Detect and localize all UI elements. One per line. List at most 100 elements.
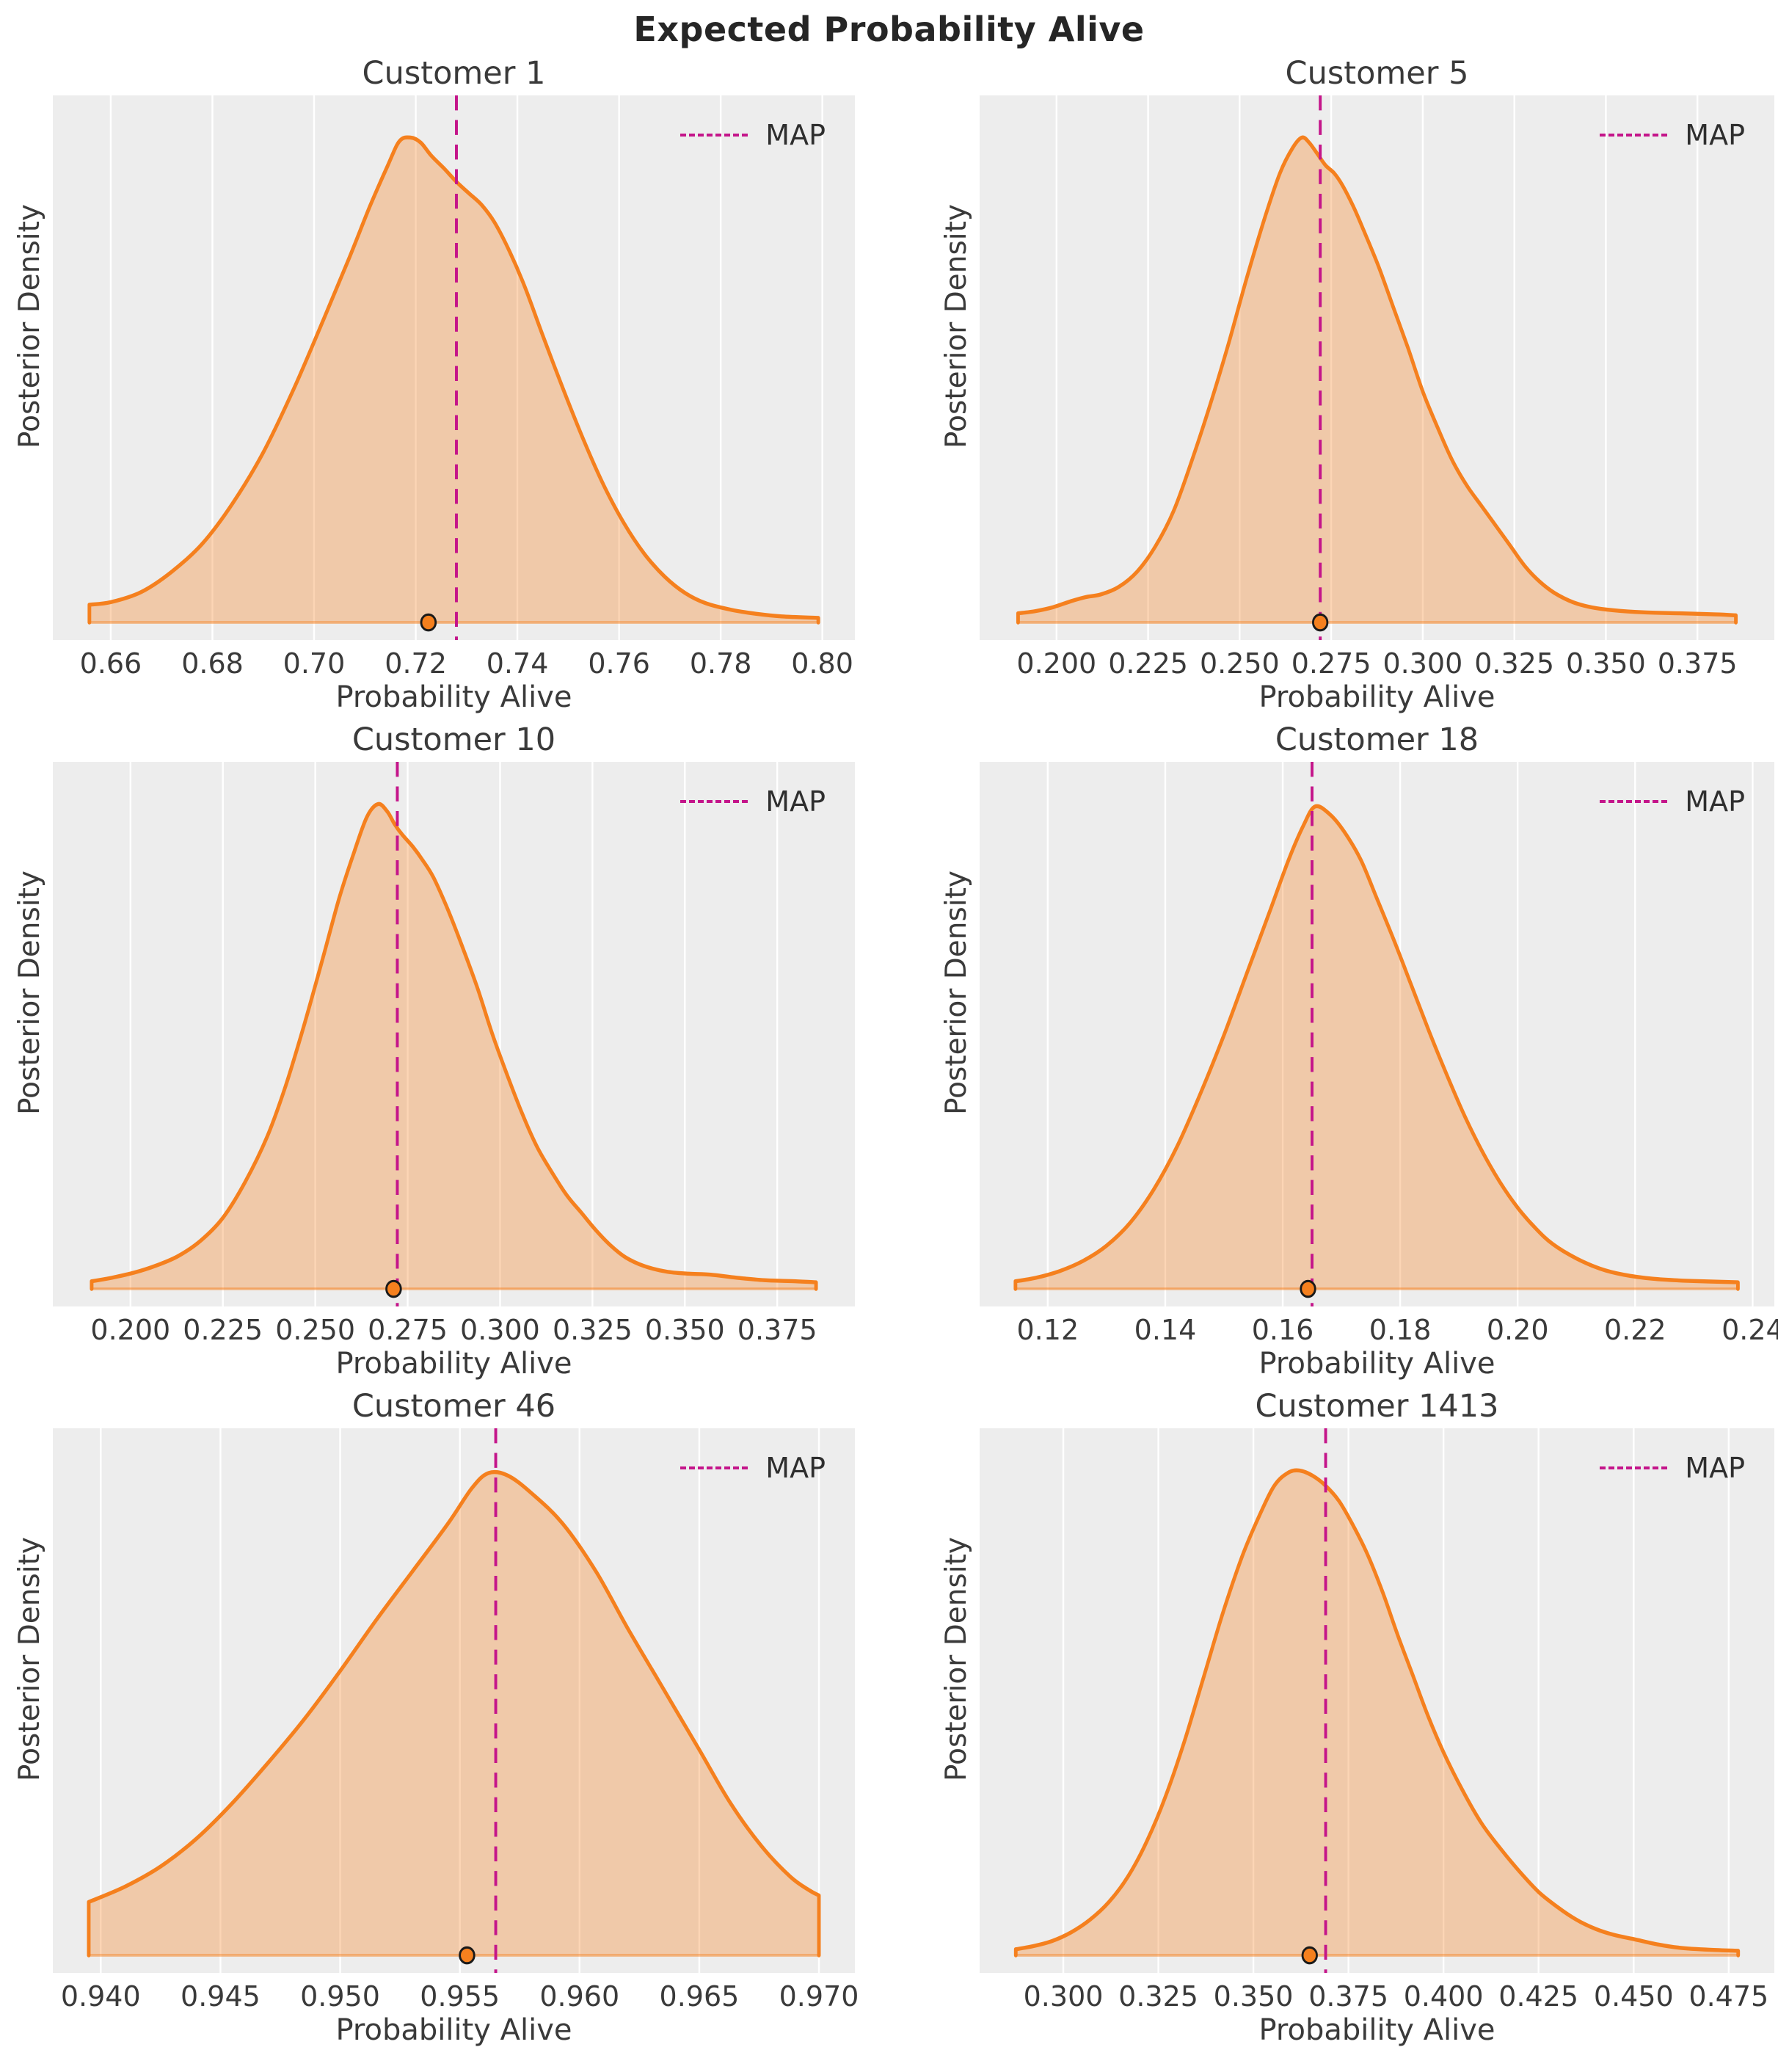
x-axis-ticks: 0.200 0.225 0.250 0.275 0.300 0.325 0.350 0.375 [53, 1306, 855, 1346]
x-tick-label: 0.68 [181, 647, 244, 680]
x-tick-label: 0.12 [1016, 1314, 1079, 1346]
kde-curve-svg [87, 95, 823, 640]
x-tick-label: 0.18 [1369, 1314, 1432, 1346]
map-legend-line-icon [1600, 1466, 1668, 1469]
observed-point [1312, 613, 1329, 632]
figure-title: Expected Probability Alive [633, 10, 1145, 49]
subplot-customer-46: Posterior Density Customer 46 MAP 0.940 0… [0, 1387, 889, 2052]
subplot-customer-1413: Posterior Density Customer 1413 MAP 0.30… [889, 1387, 1777, 2052]
x-tick-label: 0.300 [1382, 647, 1463, 680]
legend: MAP [1592, 114, 1752, 156]
y-axis-label-area: Posterior Density [933, 721, 980, 1265]
x-axis-label: Probability Alive [1258, 1347, 1495, 1381]
kde-curve-svg [87, 1428, 821, 1973]
kde-line [1013, 1468, 1741, 1958]
x-axis-label: Probability Alive [1258, 680, 1495, 714]
x-tick-label: 0.350 [1565, 647, 1646, 680]
y-axis-label: Posterior Density [939, 204, 973, 449]
kde-fill [1015, 806, 1738, 1290]
subplot-grid: Posterior Density Customer 1 MAP 0.66 0.6… [0, 54, 1778, 2052]
map-legend-line-icon [680, 800, 748, 803]
legend: MAP [673, 114, 833, 156]
x-tick-label: 0.300 [1023, 1980, 1104, 2013]
observed-point [1300, 1279, 1316, 1298]
x-axis-ticks: 0.12 0.14 0.16 0.18 0.20 0.22 0.24 [980, 1306, 1778, 1346]
observed-point [385, 1279, 402, 1298]
x-tick-label: 0.350 [644, 1314, 725, 1346]
subplot-title: Customer 18 [1275, 721, 1479, 758]
subplot-title: Customer 1 [362, 55, 546, 92]
map-legend-line-icon [1600, 800, 1668, 803]
x-tick-label: 0.225 [183, 1314, 263, 1346]
kde-curve-svg [1016, 95, 1738, 640]
plot-area: MAP [53, 762, 855, 1306]
subplot-customer-18: Posterior Density Customer 18 MAP 0.12 0.… [889, 721, 1778, 1386]
legend: MAP [673, 781, 833, 822]
map-legend-label: MAP [1685, 785, 1745, 818]
kde-curve-svg [90, 762, 818, 1306]
plot-area: MAP [53, 95, 855, 640]
x-tick-label: 0.76 [588, 647, 650, 680]
x-tick-label: 0.325 [1118, 1980, 1198, 2013]
x-axis-ticks: 0.200 0.225 0.250 0.275 0.300 0.325 0.350 0.375 [980, 640, 1774, 680]
legend: MAP [1592, 781, 1752, 822]
kde-fill [88, 1472, 820, 1956]
subplot-title: Customer 1413 [1255, 1388, 1499, 1425]
kde-line [90, 801, 818, 1291]
plot-area: MAP [980, 1428, 1774, 1973]
observed-point [1301, 1946, 1318, 1965]
y-axis-label-area: Posterior Density [933, 54, 980, 599]
map-legend-line-icon [680, 134, 748, 137]
x-tick-label: 0.965 [659, 1980, 740, 2013]
subplot-customer-1: Posterior Density Customer 1 MAP 0.66 0.6… [0, 54, 889, 719]
x-tick-label: 0.80 [791, 647, 853, 680]
observed-point [459, 1946, 476, 1965]
x-tick-label: 0.375 [1308, 1980, 1389, 2013]
x-axis-ticks: 0.940 0.945 0.950 0.955 0.960 0.965 0.970 [53, 1973, 859, 2013]
map-legend-label: MAP [1685, 119, 1745, 151]
x-tick-label: 0.24 [1721, 1314, 1778, 1346]
x-tick-label: 0.250 [1199, 647, 1280, 680]
y-axis-label-area: Posterior Density [6, 54, 53, 599]
observed-point [420, 613, 437, 632]
x-tick-label: 0.375 [737, 1314, 817, 1346]
map-legend-label: MAP [1685, 1452, 1745, 1484]
x-tick-label: 0.78 [689, 647, 752, 680]
kde-fill [91, 804, 817, 1290]
x-axis-label: Probability Alive [335, 2013, 572, 2047]
kde-curve-svg [1013, 1428, 1741, 1973]
subplot-title: Customer 5 [1285, 55, 1469, 92]
legend: MAP [1592, 1447, 1752, 1488]
x-tick-label: 0.200 [1016, 647, 1097, 680]
x-axis-label: Probability Alive [335, 680, 572, 714]
legend: MAP [673, 1447, 833, 1488]
x-tick-label: 0.400 [1403, 1980, 1484, 2013]
x-tick-label: 0.955 [420, 1980, 500, 2013]
x-tick-label: 0.225 [1108, 647, 1188, 680]
kde-line [1013, 804, 1740, 1291]
x-tick-label: 0.960 [539, 1980, 620, 2013]
y-axis-label: Posterior Density [12, 870, 46, 1116]
kde-fill [89, 137, 819, 623]
x-tick-label: 0.945 [181, 1980, 260, 2013]
x-tick-label: 0.22 [1603, 1314, 1666, 1346]
map-legend-line-icon [680, 1466, 748, 1469]
x-tick-label: 0.940 [60, 1980, 141, 2013]
y-axis-label: Posterior Density [939, 870, 973, 1116]
plot-area: MAP [980, 95, 1774, 640]
subplot-title: Customer 46 [351, 1388, 556, 1425]
plot-area: MAP [53, 1428, 855, 1973]
x-tick-label: 0.375 [1657, 647, 1738, 680]
x-tick-label: 0.72 [385, 647, 447, 680]
x-tick-label: 0.14 [1134, 1314, 1197, 1346]
y-axis-label-area: Posterior Density [6, 721, 53, 1265]
x-tick-label: 0.425 [1498, 1980, 1579, 2013]
map-legend-line-icon [1600, 134, 1668, 137]
kde-line [1016, 135, 1738, 625]
x-tick-label: 0.20 [1486, 1314, 1549, 1346]
x-tick-label: 0.450 [1593, 1980, 1674, 2013]
x-axis-label: Probability Alive [1258, 2013, 1495, 2047]
x-tick-label: 0.325 [552, 1314, 633, 1346]
y-axis-label: Posterior Density [12, 204, 46, 449]
